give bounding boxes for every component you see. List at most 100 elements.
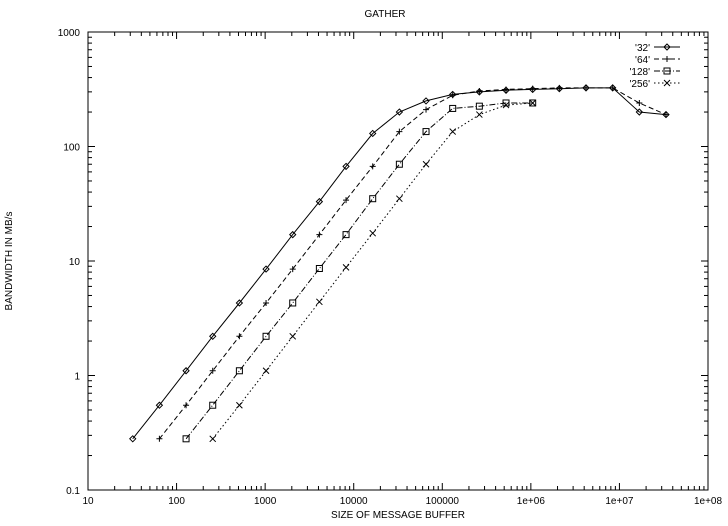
- data-point: [262, 265, 270, 273]
- data-point: [503, 86, 510, 93]
- plot-frame: [87, 31, 709, 491]
- data-point: [342, 264, 350, 271]
- data-point: [342, 231, 350, 239]
- data-point: [129, 435, 137, 443]
- legend-label: '256': [629, 79, 650, 90]
- data-point: [582, 84, 590, 92]
- series-1: [129, 84, 670, 443]
- legend-marker: [663, 43, 671, 51]
- chart-title: GATHER: [365, 9, 406, 20]
- x-tick-label: 100: [168, 496, 185, 507]
- data-point: [289, 230, 297, 239]
- y-tick-label: 1000: [58, 28, 81, 39]
- data-point: [476, 111, 483, 118]
- data-point: [236, 333, 243, 340]
- data-point: [182, 435, 190, 443]
- data-point: [476, 88, 483, 95]
- data-point: [662, 111, 669, 118]
- data-point: [422, 160, 430, 168]
- data-point: [155, 401, 164, 409]
- series-4: [209, 99, 537, 443]
- y-tick-label: 0.1: [66, 486, 80, 497]
- x-tick-label: 1e+07: [605, 496, 634, 507]
- data-point: [396, 195, 403, 203]
- data-point: [315, 197, 324, 206]
- data-point: [502, 99, 510, 107]
- x-tick-label: 1000: [254, 496, 277, 507]
- data-point: [395, 108, 404, 116]
- x-tick-label: 10: [82, 496, 94, 507]
- data-point: [235, 299, 244, 307]
- data-point: [289, 266, 296, 273]
- data-point: [608, 84, 617, 92]
- data-point: [609, 84, 616, 91]
- legend-marker: [664, 56, 670, 62]
- x-tick-label: 10000: [340, 496, 368, 507]
- data-point: [262, 367, 270, 375]
- x-tick-label: 100000: [426, 496, 460, 507]
- data-point: [395, 160, 403, 168]
- data-point: [369, 229, 377, 237]
- data-point: [449, 92, 456, 99]
- y-tick-label: 10: [69, 257, 81, 268]
- data-point: [263, 299, 270, 306]
- data-point: [316, 298, 323, 306]
- series-2: [156, 84, 669, 442]
- data-point: [368, 129, 377, 138]
- series-3: [182, 99, 537, 443]
- legend-marker: [663, 79, 671, 87]
- legend-marker: [663, 67, 671, 75]
- data-point: [369, 163, 376, 170]
- ticks-layer: 10 100 1000 10000 100000 1e+06 1e+07 1e+08 0.1 1 1…: [58, 28, 723, 507]
- data-point: [262, 332, 270, 340]
- data-point: [236, 401, 243, 409]
- data-point: [449, 128, 457, 135]
- data-point: [529, 99, 537, 107]
- y-tick-label: 1: [74, 372, 80, 383]
- data-point: [343, 197, 350, 204]
- data-point: [475, 102, 483, 110]
- data-point: [209, 332, 217, 341]
- data-point: [235, 367, 243, 375]
- data-point: [529, 99, 537, 107]
- data-point: [422, 128, 430, 136]
- data-point: [369, 195, 377, 203]
- legend: '32''64''128''256': [629, 43, 680, 90]
- legend-label: '32': [635, 43, 650, 54]
- data-point: [182, 367, 190, 375]
- data-point: [396, 128, 403, 135]
- data-point: [556, 84, 563, 91]
- data-point: [342, 162, 350, 171]
- data-point: [209, 367, 216, 374]
- data-point: [183, 402, 190, 409]
- series-layer: [129, 84, 670, 443]
- data-point: [209, 401, 217, 409]
- legend-label: '128': [629, 67, 650, 78]
- y-tick-label: 100: [63, 143, 80, 154]
- data-point: [316, 231, 323, 238]
- series-line: [185, 102, 533, 440]
- y-axis-label: BANDWIDTH IN MB/s: [4, 212, 15, 311]
- series-line: [132, 87, 667, 440]
- x-axis-label: SIZE OF MESSAGE BUFFER: [331, 510, 465, 521]
- data-point: [449, 104, 457, 112]
- data-point: [422, 97, 430, 105]
- x-tick-label: 1e+08: [694, 496, 723, 507]
- data-point: [529, 85, 536, 92]
- x-tick-label: 1e+06: [517, 496, 546, 507]
- data-point: [635, 108, 644, 116]
- data-point: [423, 106, 430, 113]
- data-point: [636, 99, 643, 106]
- data-point: [156, 435, 163, 442]
- series-line: [159, 87, 667, 440]
- data-point: [289, 299, 297, 307]
- data-point: [209, 435, 217, 443]
- data-point: [502, 101, 510, 109]
- data-point: [289, 332, 297, 340]
- data-point: [583, 84, 590, 91]
- data-point: [315, 264, 323, 272]
- series-line: [212, 102, 533, 440]
- legend-label: '64': [635, 55, 650, 66]
